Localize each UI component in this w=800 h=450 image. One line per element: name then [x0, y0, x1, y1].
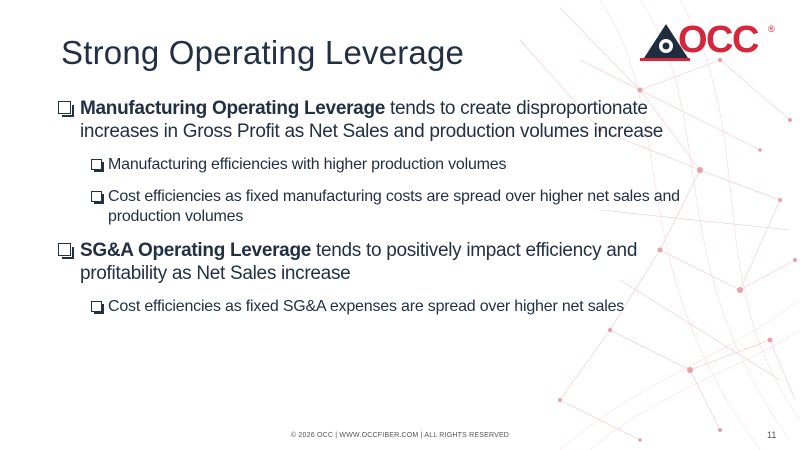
bullet-heading: Manufacturing Operating Leverage [80, 98, 386, 119]
footer-copyright: © 2026 OCC | WWW.OCCFIBER.COM | ALL RIGH… [290, 432, 510, 439]
bullet-list: Manufacturing Operating Leverage tends t… [58, 97, 698, 329]
bullet-manufacturing-leverage: Manufacturing Operating Leverage tends t… [58, 97, 698, 143]
registered-mark: ® [768, 24, 775, 34]
sub-bullet-text: Cost efficiencies as fixed SG&A expenses… [108, 298, 625, 315]
occ-logo: OCC ® [640, 18, 775, 62]
sub-bullet-cost-efficiencies-sga: Cost efficiencies as fixed SG&A expenses… [58, 297, 698, 317]
bullet-heading: SG&A Operating Leverage [80, 240, 312, 261]
sub-bullet-manufacturing-efficiencies: Manufacturing efficiencies with higher p… [58, 155, 698, 175]
bullet-text: tends to positively impact efficiency an… [80, 240, 638, 284]
checkbox-bullet-icon [91, 159, 104, 172]
occ-triangle-mark-icon [640, 24, 690, 61]
bullet-text: tends to create disproportionate increas… [80, 98, 664, 142]
bullet-sga-leverage: SG&A Operating Leverage tends to positiv… [58, 239, 698, 285]
checkbox-bullet-icon [91, 301, 104, 314]
sub-bullet-text: Manufacturing efficiencies with higher p… [108, 156, 507, 173]
checkbox-bullet-icon [91, 191, 104, 204]
page-number: 11 [767, 430, 777, 440]
slide-title: Strong Operating Leverage [61, 34, 465, 71]
sub-bullet-cost-efficiencies-manufacturing: Cost efficiencies as fixed manufacturing… [58, 187, 698, 227]
checkbox-bullet-icon [58, 243, 74, 259]
checkbox-bullet-icon [58, 101, 74, 117]
sub-bullet-text: Cost efficiencies as fixed manufacturing… [108, 188, 680, 225]
occ-logo-text: OCC [678, 19, 759, 61]
